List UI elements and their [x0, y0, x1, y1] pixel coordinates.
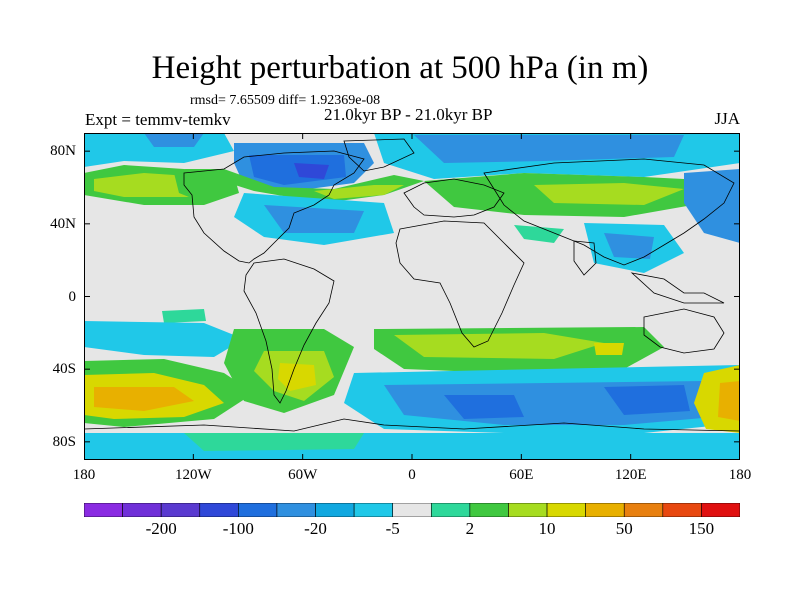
lat-tick-label: 0 [68, 288, 77, 305]
colorbar-label: -100 [222, 519, 254, 538]
time-period-label: 21.0kyr BP - 21.0kyr BP [324, 105, 493, 124]
colorbar-label: 150 [688, 519, 715, 538]
lat-tick-label: 80N [50, 143, 76, 160]
colorbar-swatch [392, 503, 432, 517]
coast-asia [483, 158, 735, 266]
region-south-pacific-blue [84, 321, 244, 357]
region-tropical-green [162, 309, 206, 323]
lon-tick-label: 60W [288, 467, 318, 483]
colorbar-swatch [122, 503, 162, 517]
world-map-panel [84, 133, 740, 460]
lon-tick-label: 120E [614, 467, 647, 483]
colorbar-swatch [546, 503, 586, 517]
experiment-label: Expt = temmv-temkv [85, 110, 231, 129]
colorbar-label: 50 [615, 519, 633, 538]
rmsd-diff-stats: rmsd= 7.65509 diff= 1.92369e-08 [190, 93, 381, 108]
lon-tick-label: 60E [509, 467, 534, 483]
height-perturbation-field [84, 133, 740, 460]
region-eurasia-yellowgreen [534, 183, 684, 205]
colorbar-label: -20 [304, 519, 327, 538]
season-label: JJA [714, 109, 740, 128]
coast-australia [643, 308, 725, 354]
lon-tick-label: 180 [728, 467, 752, 483]
region-north-atlantic-mid [264, 205, 364, 233]
colorbar-swatch [160, 503, 201, 517]
lon-tick-label: 120W [174, 467, 212, 483]
region-arctic-eurasia-blue [414, 135, 684, 163]
colorbar-swatch [353, 503, 394, 517]
lon-tick-label: 0 [408, 467, 416, 483]
colorbar-swatch [238, 503, 278, 517]
coast-greenland [343, 138, 415, 172]
colorbar-swatch [508, 503, 548, 517]
region-greenland-ridge [174, 171, 234, 203]
region-southern-ocean-dark [444, 395, 524, 419]
colorbar-swatch [276, 503, 316, 517]
map-title: Height perturbation at 500 hPa (in m) [151, 50, 649, 86]
colorbar-swatch [701, 503, 740, 517]
region-south-indian-yellowgreen [394, 333, 604, 359]
lon-tick-label: 180 [72, 467, 96, 483]
coast-north-america [183, 150, 365, 264]
colorbar-label: 2 [465, 519, 475, 538]
region-south-america-core [278, 363, 316, 391]
lat-tick-label: 40S [52, 361, 76, 378]
region-australia-south-dark [604, 385, 690, 415]
coast-india [573, 240, 597, 276]
region-south-asia-blue [604, 233, 654, 259]
region-central-asia-green [514, 225, 564, 243]
colorbar-label: -200 [145, 519, 177, 538]
coast-europe [403, 178, 505, 218]
region-dateline-south-core [718, 381, 740, 421]
colorbar-swatch [315, 503, 355, 517]
region-south-indian-yellow [594, 343, 624, 355]
colorbar-label: 10 [538, 519, 556, 538]
colorbar-swatch [662, 503, 702, 517]
colorbar-swatch [84, 503, 123, 517]
coast-se-asia [630, 272, 725, 304]
region-hudson [294, 163, 329, 179]
colorbar [84, 503, 740, 517]
coastlines [84, 138, 740, 432]
colorbar-swatch [199, 503, 239, 517]
colorbar-swatch [585, 503, 625, 517]
coast-south-america [243, 258, 335, 404]
lat-tick-label: 80S [52, 433, 76, 450]
lat-tick-label: 40N [50, 215, 76, 232]
region-atlantic-yellow [314, 185, 404, 199]
colorbar-swatch [469, 503, 509, 517]
colorbar-swatch [430, 503, 471, 517]
colorbar-swatch [623, 503, 664, 517]
region-east-asia-blue [684, 169, 740, 243]
region-antarctic-band-green [184, 433, 364, 451]
region-north-pacific-blue [144, 133, 204, 147]
coast-antarctica [84, 418, 740, 432]
axis-ticks [84, 133, 740, 460]
region-south-pacific-high-core [94, 387, 194, 411]
coast-africa [395, 220, 525, 348]
colorbar-label: -5 [385, 519, 400, 538]
